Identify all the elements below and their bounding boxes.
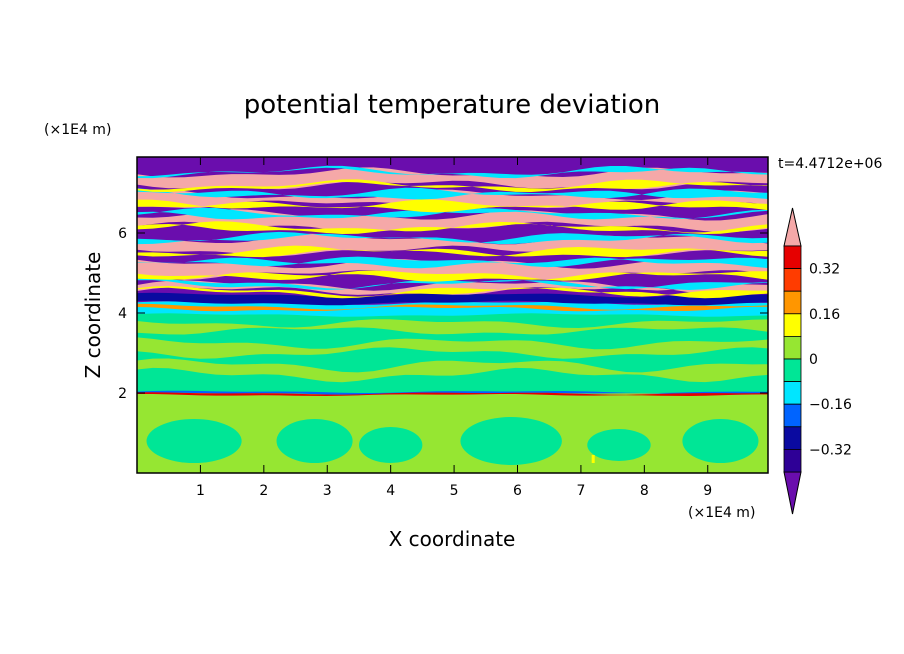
cell-blob xyxy=(276,419,353,463)
colorbar-box xyxy=(783,426,802,450)
layer-edge xyxy=(137,245,768,258)
transition-line xyxy=(137,303,768,312)
mid-streak xyxy=(137,337,768,359)
cell-blob xyxy=(587,429,651,461)
x-tick-label: 4 xyxy=(386,483,395,499)
layer-edge xyxy=(137,179,768,192)
transition-layer xyxy=(137,301,768,317)
plot-frame xyxy=(136,156,769,474)
interface-line xyxy=(137,390,768,395)
colorbar-arrow-top xyxy=(783,207,802,247)
y-tick-label: 4 xyxy=(118,306,127,322)
cell-blob xyxy=(146,419,242,463)
y-axis-title: Z coordinate xyxy=(81,252,105,379)
layer-edge xyxy=(137,187,768,200)
x-tick-label: 3 xyxy=(323,483,332,499)
colorbar-tick-label: −0.16 xyxy=(809,397,852,413)
chart-title: potential temperature deviation xyxy=(244,90,660,120)
colorbar-box xyxy=(783,358,802,383)
mid-streak xyxy=(137,358,768,383)
colorbar-tick-label: −0.32 xyxy=(809,442,852,458)
cell-blob xyxy=(460,417,562,465)
layer-edge xyxy=(137,286,768,299)
layer-edge xyxy=(137,231,768,245)
colorbar-box xyxy=(783,403,802,428)
x-tick-label: 8 xyxy=(640,483,649,499)
colorbar-box xyxy=(783,335,802,360)
colorbar-box xyxy=(783,268,802,292)
colorbar-box xyxy=(783,245,802,270)
x-tick-label: 5 xyxy=(450,483,459,499)
colorbar-box xyxy=(783,290,802,315)
colorbar-arrow-bottom xyxy=(783,471,802,515)
y-axis: 2 4 6 xyxy=(118,226,768,402)
x-axis: 1 2 3 4 5 6 7 8 9 xyxy=(196,157,712,499)
y-tick-label: 2 xyxy=(118,386,127,402)
upper-warm-layer xyxy=(137,189,768,210)
upper-warm-layer xyxy=(137,258,768,280)
layer-edge xyxy=(137,199,768,213)
colorbar-tick-label: 0.32 xyxy=(809,262,840,278)
layer-edge xyxy=(137,256,768,269)
x-tick-label: 2 xyxy=(259,483,268,499)
colorbar: 0.32 0.16 0 −0.16 −0.32 xyxy=(783,207,852,515)
layer-lower xyxy=(137,393,768,473)
colorbar-tick-label: 0 xyxy=(809,352,818,368)
transition-layer xyxy=(137,292,768,306)
upper-warm-layer xyxy=(137,280,768,295)
colorbar-tick-label: 0.16 xyxy=(809,307,840,323)
x-unit-label: (×1E4 m) xyxy=(688,505,755,521)
layer-edge xyxy=(137,278,768,290)
y-unit-label: (×1E4 m) xyxy=(44,122,111,138)
x-axis-title: X coordinate xyxy=(389,527,516,551)
x-tick-label: 9 xyxy=(703,483,712,499)
cell-spot xyxy=(591,455,595,463)
colorbar-box xyxy=(783,313,802,337)
x-tick-label: 6 xyxy=(513,483,522,499)
x-tick-label: 7 xyxy=(576,483,585,499)
layer-edge xyxy=(137,221,768,234)
time-label: t=4.4712e+06 xyxy=(778,156,882,172)
layer-edge xyxy=(137,270,768,282)
y-tick-label: 6 xyxy=(118,226,127,242)
cell-blob xyxy=(358,427,423,463)
layer-edge xyxy=(137,207,768,220)
colorbar-box xyxy=(783,381,802,405)
colorbar-box xyxy=(783,448,802,473)
x-tick-label: 1 xyxy=(196,483,205,499)
layer-edge xyxy=(137,165,768,179)
contour-field xyxy=(137,157,768,473)
cell-blob xyxy=(682,419,759,463)
interface-line xyxy=(137,392,768,396)
mid-streak xyxy=(137,319,768,335)
